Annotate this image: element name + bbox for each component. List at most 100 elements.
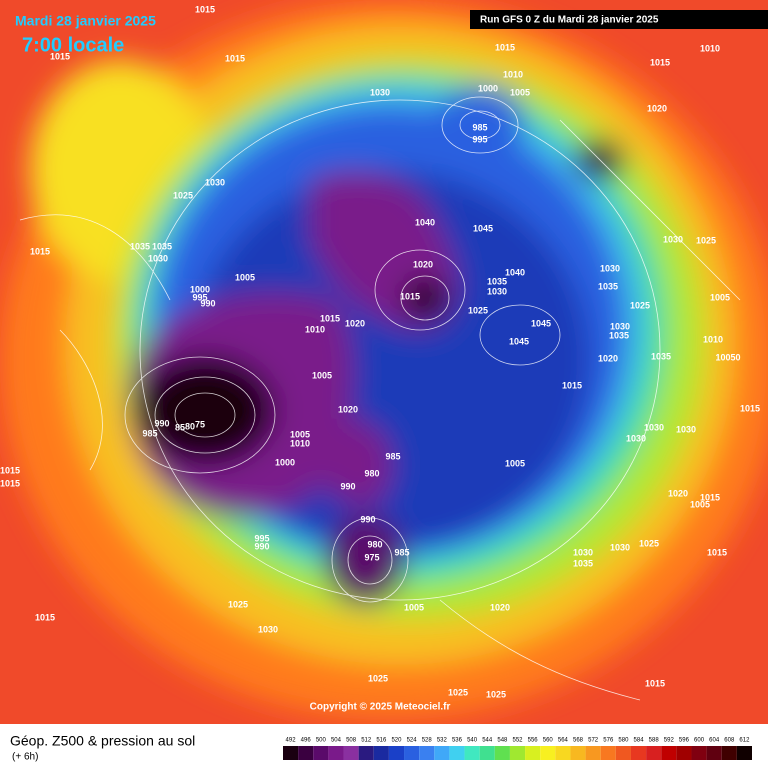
pressure-label: 990 bbox=[154, 418, 169, 428]
pressure-label: 985 bbox=[385, 451, 400, 461]
legend-tick-label: 520 bbox=[391, 738, 402, 744]
legend-tick-label: 532 bbox=[437, 738, 448, 744]
pressure-label: 75 bbox=[195, 419, 205, 429]
pressure-label: 1030 bbox=[487, 286, 507, 296]
legend-tick-label: 552 bbox=[512, 738, 523, 744]
pressure-label: 1005 bbox=[710, 292, 730, 302]
pressure-label: 1020 bbox=[598, 353, 618, 363]
pressure-label: 1045 bbox=[531, 318, 551, 328]
legend-swatch bbox=[615, 746, 631, 760]
footer-title: Géop. Z500 & pression au sol bbox=[10, 733, 195, 749]
pressure-label: 1025 bbox=[448, 687, 468, 697]
legend-swatch bbox=[419, 746, 435, 760]
pressure-label: 1015 bbox=[740, 403, 760, 413]
legend-tick-label: 500 bbox=[316, 738, 327, 744]
pressure-label: 1015 bbox=[0, 478, 20, 488]
pressure-label: 985 bbox=[142, 428, 157, 438]
legend-swatch bbox=[600, 746, 616, 760]
legend-tick-label: 504 bbox=[331, 738, 342, 744]
legend-tick-label: 564 bbox=[558, 738, 569, 744]
legend-swatch bbox=[434, 746, 450, 760]
pressure-label: 1035 bbox=[573, 558, 593, 568]
pressure-label: 1015 bbox=[195, 4, 215, 14]
pressure-label: 995 bbox=[472, 134, 487, 144]
pressure-label: 1010 bbox=[290, 438, 310, 448]
legend-swatch bbox=[404, 746, 420, 760]
pressure-label: 1040 bbox=[505, 267, 525, 277]
pressure-label: 1030 bbox=[663, 234, 683, 244]
pressure-label: 1015 bbox=[35, 612, 55, 622]
pressure-label: 1030 bbox=[600, 263, 620, 273]
pressure-label: 1010 bbox=[700, 43, 720, 53]
pressure-label: 1000 bbox=[190, 284, 210, 294]
legend-swatch bbox=[540, 746, 556, 760]
copyright: Copyright © 2025 Meteociel.fr bbox=[310, 702, 451, 713]
pressure-label: 1035 bbox=[651, 351, 671, 361]
pressure-label: 1035 bbox=[152, 241, 172, 251]
pressure-label: 1020 bbox=[490, 602, 510, 612]
pressure-label: 1015 bbox=[495, 42, 515, 52]
pressure-label: 1020 bbox=[413, 259, 433, 269]
pressure-label: 985 bbox=[472, 122, 487, 132]
pressure-label: 995 bbox=[192, 292, 207, 302]
legend-swatch bbox=[661, 746, 677, 760]
pressure-label: 990 bbox=[340, 481, 355, 491]
pressure-label: 990 bbox=[360, 514, 375, 524]
pressure-label: 1040 bbox=[415, 217, 435, 227]
legend-tick-label: 612 bbox=[739, 738, 750, 744]
pressure-label: 1000 bbox=[275, 457, 295, 467]
pressure-label: 1005 bbox=[690, 499, 710, 509]
pressure-label: 1005 bbox=[235, 272, 255, 282]
legend-tick-label: 604 bbox=[709, 738, 720, 744]
pressure-label: 80 bbox=[185, 421, 195, 431]
pressure-label: 1000 bbox=[478, 83, 498, 93]
pressure-label: 1005 bbox=[312, 370, 332, 380]
pressure-label: 1015 bbox=[225, 53, 245, 63]
legend-tick-label: 596 bbox=[679, 738, 690, 744]
legend-swatch bbox=[494, 746, 510, 760]
pressure-label: 1045 bbox=[509, 336, 529, 346]
map-field bbox=[0, 0, 768, 724]
legend-tick-label: 608 bbox=[724, 738, 735, 744]
pressure-label: 1005 bbox=[404, 602, 424, 612]
run-bar bbox=[470, 10, 768, 29]
legend-tick-label: 592 bbox=[664, 738, 675, 744]
pressure-label: 985 bbox=[394, 547, 409, 557]
pressure-label: 1025 bbox=[173, 190, 193, 200]
legend-swatch bbox=[570, 746, 586, 760]
pressure-label: 1035 bbox=[609, 330, 629, 340]
legend-swatch bbox=[464, 746, 480, 760]
legend-swatch bbox=[298, 746, 314, 760]
legend-swatch bbox=[283, 746, 299, 760]
legend-tick-label: 524 bbox=[407, 738, 418, 744]
date: Mardi 28 janvier 2025 bbox=[15, 13, 156, 29]
pressure-label: 1030 bbox=[626, 433, 646, 443]
legend-swatch bbox=[343, 746, 359, 760]
legend-swatch bbox=[328, 746, 344, 760]
pressure-label: 1015 bbox=[707, 547, 727, 557]
pressure-label: 1005 bbox=[510, 87, 530, 97]
pressure-label: 980 bbox=[364, 468, 379, 478]
pressure-label: 1010 bbox=[703, 334, 723, 344]
pressure-label: 1025 bbox=[630, 300, 650, 310]
pressure-label: 1030 bbox=[610, 542, 630, 552]
pressure-label: 1005 bbox=[505, 458, 525, 468]
pressure-label: 1025 bbox=[228, 599, 248, 609]
legend-swatch bbox=[721, 746, 737, 760]
legend-swatch bbox=[509, 746, 526, 760]
pressure-label: 1015 bbox=[0, 465, 20, 475]
pressure-label: 1020 bbox=[668, 488, 688, 498]
legend-swatch bbox=[525, 746, 541, 760]
legend-swatch bbox=[313, 746, 329, 760]
pressure-label: 1015 bbox=[30, 246, 50, 256]
pressure-label: 1015 bbox=[50, 51, 70, 61]
legend-tick-label: 492 bbox=[286, 738, 297, 744]
pressure-label: 1035 bbox=[487, 276, 507, 286]
pressure-label: 1030 bbox=[644, 422, 664, 432]
pressure-label: 975 bbox=[364, 552, 379, 562]
time: 7:00 locale bbox=[22, 34, 124, 56]
pressure-label: 1030 bbox=[205, 177, 225, 187]
pressure-label: 1025 bbox=[639, 538, 659, 548]
legend-swatch bbox=[555, 746, 571, 760]
